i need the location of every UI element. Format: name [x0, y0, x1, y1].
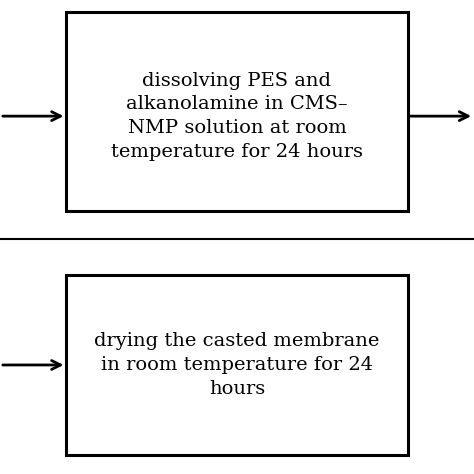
FancyBboxPatch shape [66, 275, 408, 455]
FancyBboxPatch shape [66, 12, 408, 211]
Text: drying the casted membrane
in room temperature for 24
hours: drying the casted membrane in room tempe… [94, 332, 380, 398]
Text: dissolving PES and
alkanolamine in CMS–
NMP solution at room
temperature for 24 : dissolving PES and alkanolamine in CMS– … [111, 72, 363, 161]
